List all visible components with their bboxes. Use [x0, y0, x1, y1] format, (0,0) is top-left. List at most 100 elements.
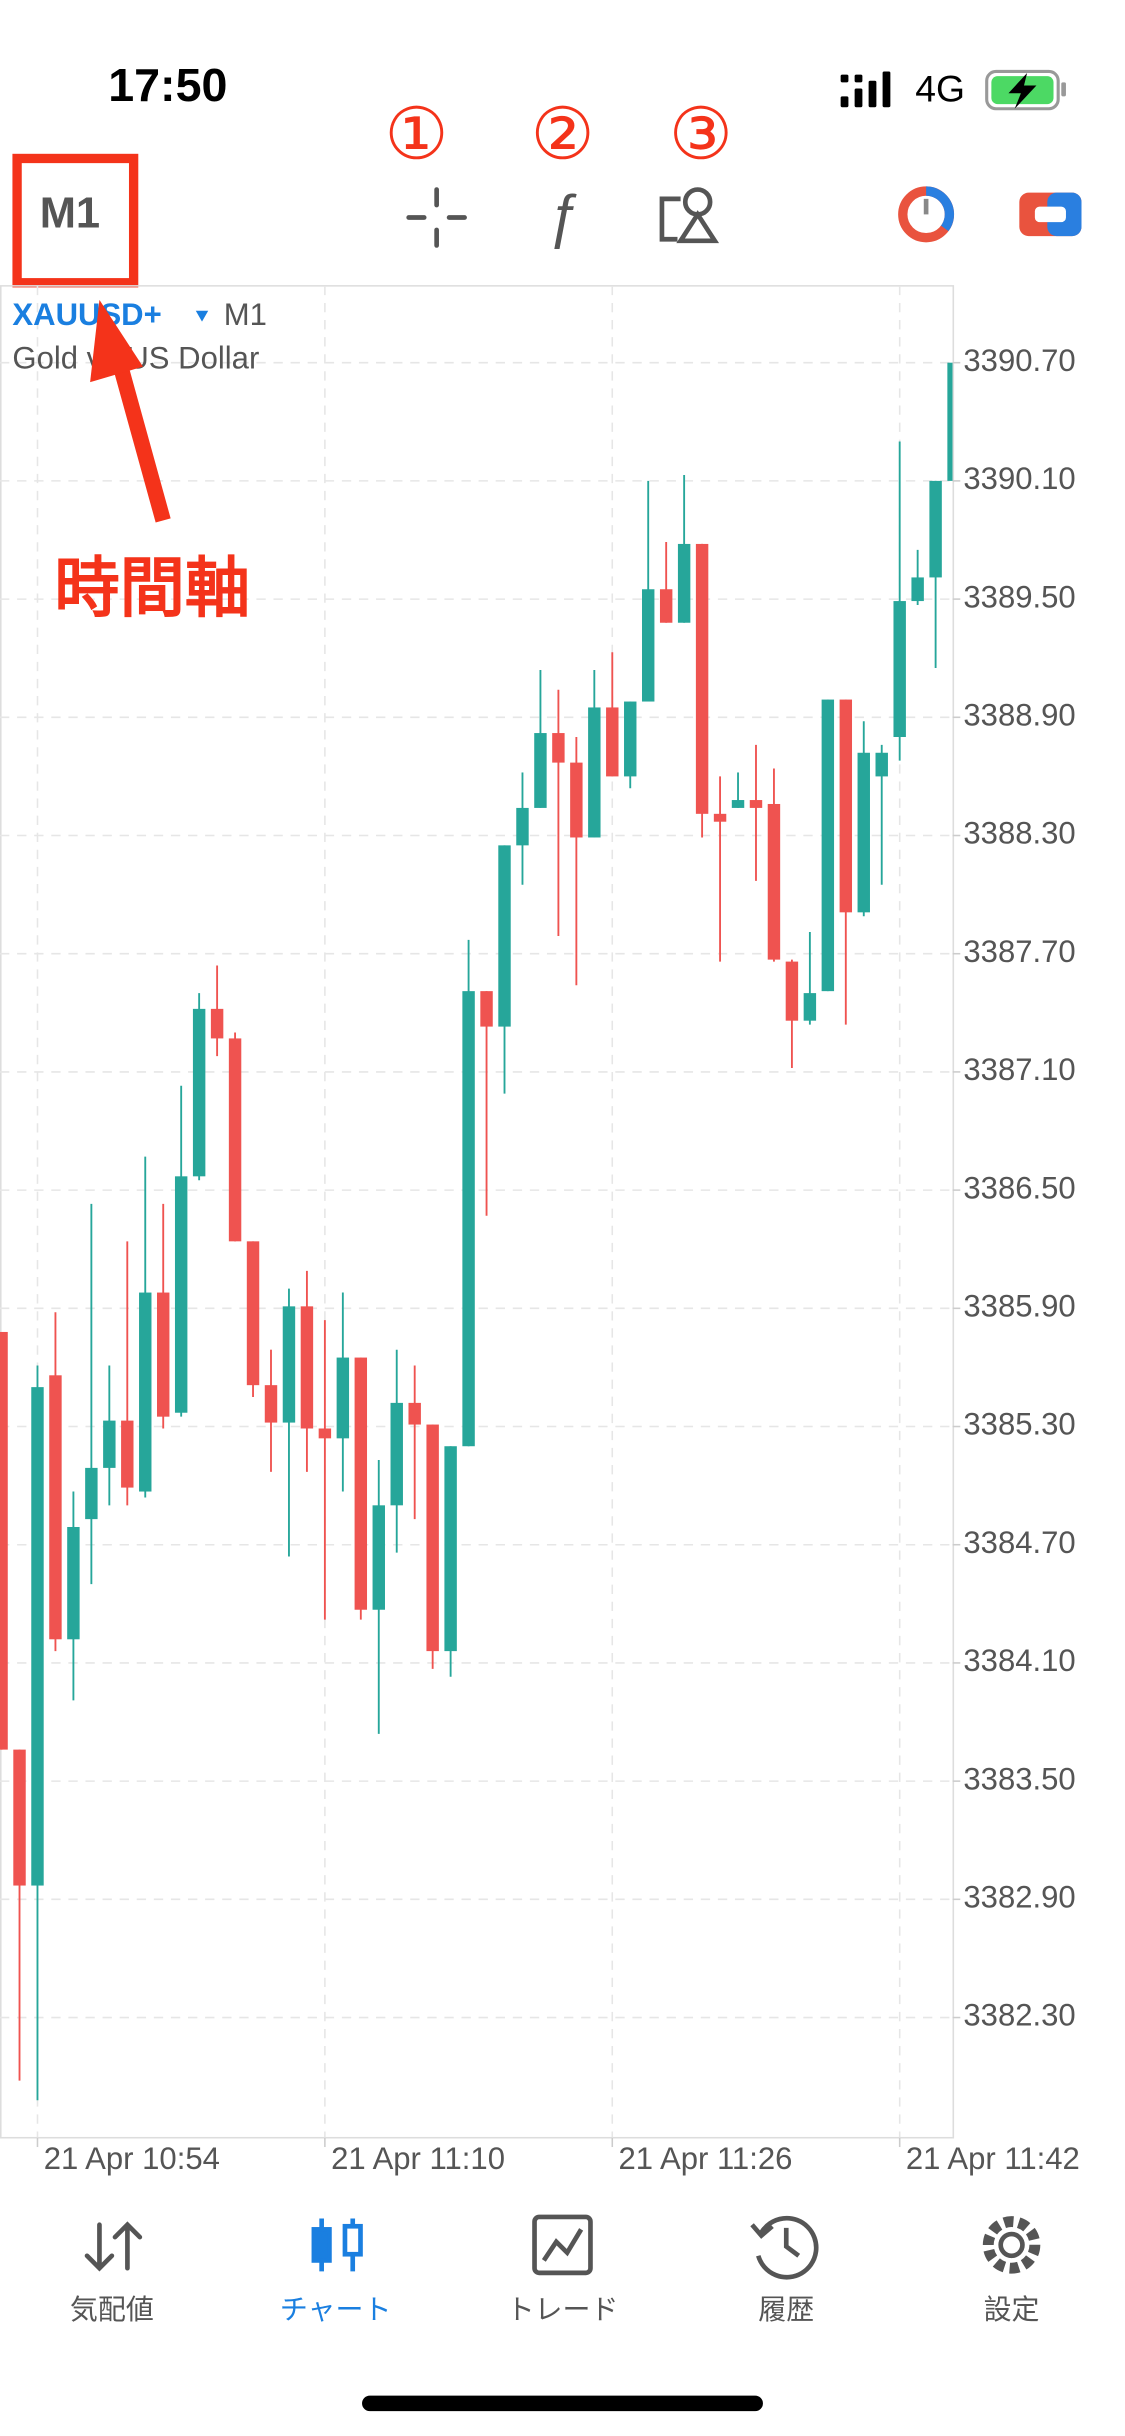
- candle-body: [318, 1428, 332, 1439]
- objects-icon[interactable]: [659, 187, 720, 244]
- candle-body: [103, 1420, 116, 1468]
- y-tick-label: 3390.10: [963, 461, 1075, 496]
- candle-body: [282, 1306, 296, 1423]
- candle-body: [49, 1375, 62, 1640]
- annotation-label: 時間軸: [54, 552, 250, 625]
- candle-body: [659, 589, 673, 623]
- chart-timeframe: M1: [224, 297, 267, 332]
- account-icon[interactable]: [898, 186, 955, 243]
- tab-bar: 気配値 チャート トレード 履歴 設定: [70, 2214, 1041, 2325]
- candle-body: [13, 1749, 26, 1886]
- trade-tab-icon[interactable]: [532, 2214, 593, 2276]
- x-tick-label: 21 Apr 11:10: [331, 2141, 505, 2176]
- candle-body: [713, 813, 727, 822]
- candle-body: [336, 1357, 350, 1439]
- y-tick-label: 3384.70: [963, 1525, 1075, 1560]
- candle-body: [408, 1402, 421, 1425]
- symbol[interactable]: XAUUSD+: [12, 297, 161, 332]
- candle-body: [947, 362, 953, 481]
- axes: 3390.70 3390.10 3389.50 3388.90 3388.30 3387.…: [36, 343, 1080, 2176]
- y-tick-label: 3384.10: [963, 1643, 1075, 1678]
- plot-frame: [0, 285, 955, 2139]
- battery-icon: [985, 69, 1066, 111]
- candle-body: [641, 589, 655, 702]
- trade-icon[interactable]: [1019, 192, 1082, 237]
- candle-body: [139, 1292, 152, 1492]
- annotation-arrow: [90, 299, 171, 523]
- candle-body: [174, 1176, 188, 1413]
- candle-body: [839, 699, 853, 913]
- crosshair-icon[interactable]: [406, 187, 467, 248]
- y-tick-label: 3382.90: [963, 1880, 1075, 1915]
- signal-icon: [840, 71, 891, 108]
- candle-body: [444, 1446, 457, 1652]
- status-time: 17:50: [108, 59, 227, 111]
- candle-body: [624, 701, 637, 777]
- candle-body: [121, 1420, 134, 1488]
- history-icon[interactable]: [750, 2215, 819, 2280]
- tab-label[interactable]: トレード: [507, 2294, 619, 2325]
- candle-body: [821, 699, 835, 992]
- candle-body: [210, 1008, 224, 1039]
- settings-icon[interactable]: [982, 2216, 1041, 2274]
- tab-label[interactable]: 設定: [984, 2294, 1040, 2325]
- y-tick-label: 3389.50: [963, 579, 1075, 614]
- x-tick-label: 21 Apr 10:54: [44, 2141, 220, 2176]
- y-tick-label: 3382.30: [963, 1998, 1075, 2033]
- indicator-icon[interactable]: ƒ: [546, 183, 579, 249]
- candle-body: [300, 1306, 314, 1429]
- y-tick-label: 3385.90: [963, 1289, 1075, 1324]
- grid: [0, 285, 953, 2138]
- candle-body: [67, 1526, 80, 1640]
- tab-label[interactable]: チャート: [280, 2294, 392, 2325]
- candle-body: [31, 1387, 44, 1886]
- candle-body: [749, 800, 763, 808]
- candle-body: [228, 1038, 242, 1242]
- marker: ②: [530, 95, 594, 175]
- candle-body: [0, 1331, 8, 1750]
- candle-body: [192, 1008, 206, 1177]
- candle-body: [785, 961, 799, 1021]
- candle-body: [372, 1505, 385, 1610]
- home-indicator: [362, 2395, 763, 2412]
- candle-body: [893, 601, 906, 738]
- marker: ①: [384, 95, 448, 175]
- x-tick-label: 21 Apr 11:26: [619, 2141, 793, 2176]
- candle-body: [606, 707, 619, 777]
- candle-body: [462, 991, 475, 1447]
- highlight-box: [12, 153, 139, 288]
- candle-body: [480, 991, 493, 1027]
- candle-body: [929, 480, 942, 578]
- candle-body: [157, 1292, 170, 1417]
- candle-body: [552, 733, 565, 763]
- y-tick-label: 3388.90: [963, 698, 1075, 733]
- candle-body: [85, 1467, 98, 1520]
- candle-body: [516, 807, 529, 846]
- timeframe-button[interactable]: M1: [40, 189, 100, 237]
- candle-body: [588, 707, 601, 838]
- chart-tab-icon[interactable]: [311, 2218, 363, 2272]
- y-tick-label: 3387.70: [963, 934, 1075, 969]
- y-tick-label: 3383.50: [963, 1761, 1075, 1796]
- candles: [0, 362, 953, 2101]
- y-tick-label: 3388.30: [963, 816, 1075, 851]
- candle-body: [803, 993, 817, 1021]
- quotes-icon[interactable]: [84, 2221, 143, 2272]
- candle-body: [390, 1402, 403, 1506]
- y-tick-label: 3390.70: [963, 343, 1075, 378]
- candle-body: [354, 1357, 368, 1610]
- y-tick-label: 3385.30: [963, 1407, 1075, 1442]
- candle-body: [570, 762, 583, 838]
- tab-label[interactable]: 気配値: [70, 2294, 154, 2325]
- tab-label[interactable]: 履歴: [758, 2294, 814, 2325]
- candle-body: [911, 577, 924, 602]
- candle-body: [426, 1424, 439, 1652]
- candle-body: [246, 1241, 260, 1386]
- candle-body: [857, 752, 870, 913]
- marker: ③: [669, 95, 733, 175]
- y-tick-label: 3387.10: [963, 1052, 1075, 1087]
- candle-body: [677, 543, 691, 623]
